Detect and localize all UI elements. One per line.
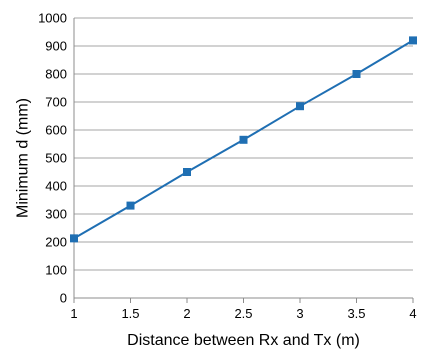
y-tick-label: 500 <box>45 151 67 166</box>
x-tick-label: 3.5 <box>347 306 365 321</box>
x-tick-label: 4 <box>409 306 416 321</box>
data-point-marker <box>183 168 191 176</box>
x-tick-labels: 1 1.5 2 2.5 3 3.5 4 <box>70 306 416 321</box>
y-tick-label: 0 <box>60 291 67 306</box>
data-point-marker <box>126 201 135 210</box>
data-point-marker <box>70 234 78 243</box>
y-tick-label: 700 <box>45 95 67 110</box>
data-point-marker <box>409 36 417 45</box>
series <box>70 36 417 243</box>
gridlines <box>74 17 413 271</box>
x-tick-label: 3 <box>296 306 303 321</box>
x-axis-title: Distance between Rx and Tx (m) <box>127 332 360 349</box>
y-tick-label: 400 <box>45 179 67 194</box>
y-tick-label: 600 <box>45 123 67 138</box>
y-tick-labels: 0 100 200 300 400 500 600 700 800 900 1000 <box>38 11 67 306</box>
y-tick-label: 300 <box>45 207 67 222</box>
x-tick-label: 1.5 <box>121 306 139 321</box>
y-tick-label: 800 <box>45 67 67 82</box>
data-point-marker <box>296 102 304 111</box>
x-tick-label: 2 <box>183 306 190 321</box>
axes <box>73 18 414 303</box>
data-point-marker <box>352 70 361 78</box>
y-axis-title: Minimum d (mm) <box>15 98 32 218</box>
y-tick-label: 100 <box>45 263 67 278</box>
y-tick-label: 1000 <box>38 11 67 26</box>
data-point-marker <box>239 135 248 144</box>
y-tick-label: 200 <box>45 235 67 250</box>
x-tick-label: 2.5 <box>234 306 252 321</box>
x-tick-label: 1 <box>70 306 77 321</box>
y-tick-label: 900 <box>45 39 67 54</box>
